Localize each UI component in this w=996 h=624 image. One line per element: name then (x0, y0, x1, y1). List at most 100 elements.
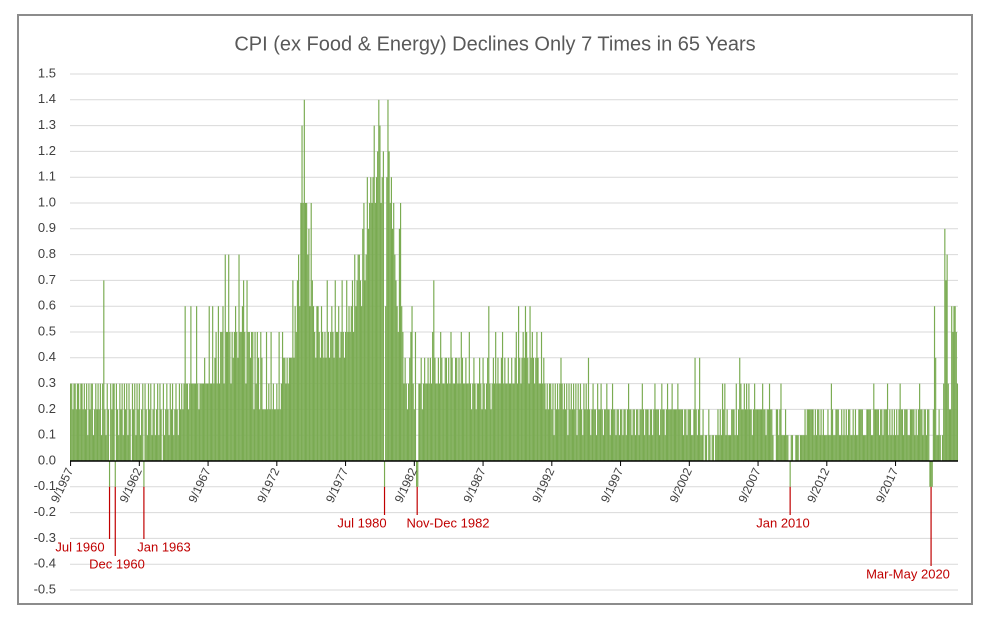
bar (280, 383, 282, 461)
bar (909, 409, 912, 461)
bar (157, 383, 159, 461)
bar (185, 383, 187, 461)
bar (92, 435, 95, 461)
bar (521, 357, 523, 461)
bar (955, 332, 957, 461)
bar (708, 409, 710, 461)
bar (424, 357, 426, 461)
bar (519, 357, 521, 461)
bar (540, 332, 543, 461)
bar (727, 435, 729, 461)
bar (524, 306, 527, 461)
bar (866, 409, 868, 461)
bar (618, 435, 621, 461)
bar (845, 409, 847, 461)
bar (335, 332, 337, 461)
bar (276, 383, 278, 461)
bar (286, 357, 288, 461)
bar (369, 203, 371, 461)
bar (891, 409, 893, 461)
bar (373, 125, 375, 461)
bar (366, 177, 368, 461)
bar (429, 357, 431, 461)
bar (861, 409, 863, 461)
bar (152, 409, 154, 461)
bar (146, 435, 148, 461)
bar (833, 435, 835, 461)
bar (645, 409, 647, 461)
y-tick-label: 0.0 (38, 452, 56, 467)
bar (631, 435, 633, 461)
bar (453, 383, 456, 461)
bar (806, 409, 808, 461)
bar (365, 254, 367, 461)
bar (178, 383, 181, 461)
bar (625, 435, 627, 461)
annotation: Jan 2010 (756, 515, 810, 530)
bar (858, 409, 860, 461)
bar (265, 332, 268, 461)
bar (458, 357, 460, 461)
bar (804, 409, 806, 461)
bar (623, 409, 625, 461)
bar (426, 383, 428, 461)
bar (302, 203, 304, 461)
bar (416, 461, 418, 487)
bar (391, 228, 394, 461)
bar (173, 435, 175, 461)
bar (224, 254, 226, 461)
bar (622, 435, 624, 461)
y-tick-label: 0.4 (38, 349, 56, 364)
bar (425, 383, 427, 461)
bar (545, 409, 547, 461)
bar (633, 409, 635, 461)
bar (96, 409, 98, 461)
bar (700, 435, 702, 461)
bar (814, 409, 816, 461)
bar (516, 383, 519, 461)
bar (70, 383, 72, 461)
bar (334, 280, 336, 461)
bar (333, 357, 335, 461)
bar (823, 435, 826, 461)
bar (813, 435, 815, 461)
bar (295, 332, 297, 461)
bar (292, 280, 294, 461)
bar (487, 357, 489, 461)
bar (705, 435, 708, 461)
bar (571, 409, 574, 461)
bar (349, 332, 351, 461)
bar (513, 383, 515, 461)
bar (923, 409, 925, 461)
bar (775, 409, 777, 461)
bar (784, 409, 787, 461)
bar (711, 435, 713, 461)
bar (585, 383, 587, 461)
bar (924, 409, 926, 461)
bar (626, 409, 629, 461)
bar (465, 357, 467, 461)
bar (246, 280, 248, 461)
bar (71, 383, 73, 461)
bar (838, 435, 841, 461)
bar (342, 332, 344, 461)
bar (786, 435, 788, 461)
bar (650, 409, 653, 461)
bar (587, 357, 590, 461)
bar (331, 306, 333, 461)
bar (839, 435, 842, 461)
bar (621, 409, 623, 461)
bar (829, 435, 831, 461)
bar (844, 435, 846, 461)
bar (197, 383, 199, 461)
bar (672, 409, 674, 461)
bar (548, 383, 551, 461)
bar (766, 409, 768, 461)
bar (853, 435, 855, 461)
bar (532, 357, 535, 461)
bar (205, 383, 207, 461)
bar (581, 409, 583, 461)
bar (270, 332, 272, 461)
bar (695, 409, 697, 461)
bar (394, 254, 396, 461)
